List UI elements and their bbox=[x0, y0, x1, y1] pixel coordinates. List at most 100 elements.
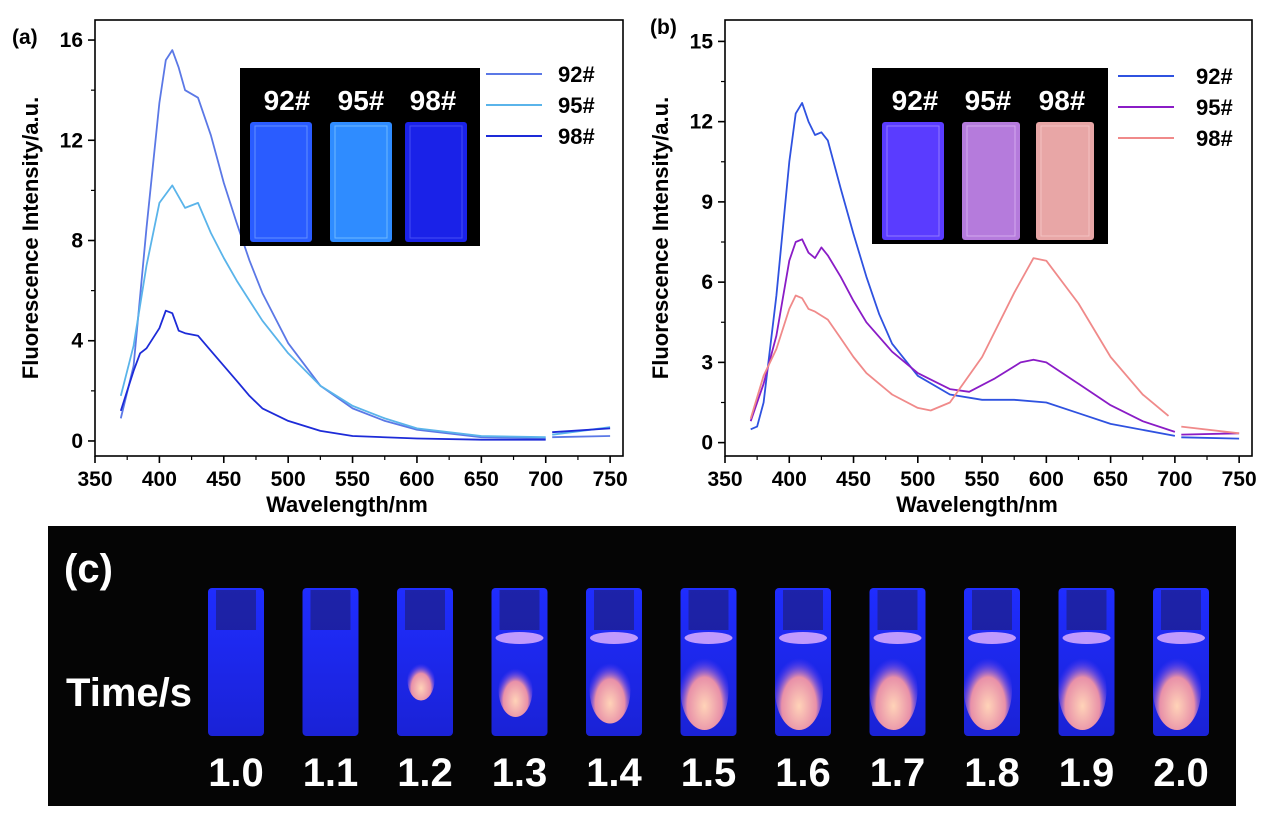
panel-a-y-axis-title: Fluorescence Intensity/a.u. bbox=[18, 97, 43, 379]
vial-neck bbox=[783, 590, 823, 630]
x-tick-label: 750 bbox=[593, 468, 628, 491]
vial-1.7 bbox=[869, 588, 926, 736]
dye-plume bbox=[964, 650, 1012, 730]
legend-a-label-92: 92# bbox=[558, 62, 595, 87]
panel-c-vials bbox=[208, 588, 1209, 736]
panel-b-inset-photo: 92# 95# 98# bbox=[872, 68, 1108, 244]
series-line-95-tail bbox=[1181, 432, 1240, 436]
vial-b-95 bbox=[962, 122, 1020, 240]
y-tick-label: 6 bbox=[701, 271, 713, 294]
inset-b-label-92: 92# bbox=[892, 85, 939, 116]
time-value: 1.4 bbox=[586, 751, 642, 795]
series-line-98 bbox=[749, 257, 1170, 419]
panel-a: (a) 350 400 450 500 550 600 650 700 750 0 4 8 12 16 W… bbox=[12, 19, 628, 517]
time-value: 1.3 bbox=[492, 751, 548, 795]
series-line-98-tail bbox=[552, 427, 611, 434]
vial-1.8 bbox=[964, 588, 1020, 736]
series-line-98-tail bbox=[1181, 425, 1240, 435]
vial-neck bbox=[216, 590, 256, 630]
vial-1.3 bbox=[491, 588, 548, 736]
legend-a-label-98: 98# bbox=[558, 124, 595, 149]
inset-a-label-98: 98# bbox=[410, 85, 457, 116]
dye-plume bbox=[589, 656, 631, 724]
vial-neck bbox=[1161, 590, 1201, 630]
vial-neck bbox=[310, 590, 351, 630]
y-tick-label: 12 bbox=[690, 111, 713, 134]
vial-1.5 bbox=[680, 588, 737, 736]
series-line-92-tail bbox=[552, 435, 611, 439]
vial-neck bbox=[405, 590, 445, 630]
vial-meniscus bbox=[495, 632, 544, 644]
inset-b-label-95: 95# bbox=[965, 85, 1012, 116]
time-axis-label: Time/s bbox=[66, 671, 192, 715]
panel-c-time-values: 1.0 1.1 1.2 1.3 1.4 1.5 1.6 1.7 1.8 1.9 2.0 bbox=[208, 751, 1209, 795]
y-tick-label: 16 bbox=[60, 29, 83, 52]
y-tick-label: 12 bbox=[60, 129, 83, 152]
dye-plume bbox=[680, 650, 729, 730]
y-tick-label: 4 bbox=[71, 330, 83, 353]
x-tick-label: 400 bbox=[142, 468, 177, 491]
series-line-92 bbox=[750, 102, 1176, 437]
vial-meniscus bbox=[1157, 632, 1205, 644]
panel-c: (c) Time/s 1.0 1.1 1.2 1.3 1.4 1.5 1.6 1.7 1.8 1.… bbox=[48, 526, 1236, 806]
panel-b-series bbox=[749, 102, 1240, 440]
panel-a-plot-frame bbox=[94, 19, 624, 457]
dye-plume bbox=[407, 659, 435, 701]
vial-neck bbox=[972, 590, 1012, 630]
panel-b-x-axis-title: Wavelength/nm bbox=[896, 492, 1058, 517]
vial-neck bbox=[499, 590, 540, 630]
x-tick-label: 650 bbox=[1093, 468, 1128, 491]
inset-a-label-95: 95# bbox=[338, 85, 385, 116]
y-tick-label: 0 bbox=[71, 430, 83, 453]
vial-2.0 bbox=[1153, 588, 1209, 736]
vial-1.4 bbox=[586, 588, 642, 736]
x-tick-label: 600 bbox=[1029, 468, 1064, 491]
dye-plume bbox=[869, 650, 918, 730]
panel-a-legend: 92# 95# 98# bbox=[486, 62, 595, 149]
x-tick-label: 350 bbox=[77, 468, 112, 491]
vial-1.2 bbox=[397, 588, 453, 736]
vial-1.9 bbox=[1058, 588, 1115, 736]
x-tick-label: 350 bbox=[707, 468, 742, 491]
x-tick-label: 600 bbox=[399, 468, 434, 491]
panel-b-plot-frame bbox=[724, 19, 1253, 457]
y-tick-label: 3 bbox=[701, 351, 713, 374]
panel-b-y-axis-title: Fluorescence Intensity/a.u. bbox=[648, 97, 673, 379]
time-value: 1.5 bbox=[681, 751, 737, 795]
y-tick-label: 9 bbox=[701, 191, 713, 214]
panel-a-series bbox=[119, 49, 611, 441]
series-line-92 bbox=[119, 49, 546, 440]
panel-a-ticks: 350 400 450 500 550 600 650 700 750 0 4 8 12 16 bbox=[60, 29, 628, 491]
x-tick-label: 650 bbox=[464, 468, 499, 491]
panel-b-label: (b) bbox=[650, 16, 677, 39]
dye-plume bbox=[775, 650, 823, 730]
x-tick-label: 550 bbox=[965, 468, 1000, 491]
y-tick-label: 0 bbox=[701, 432, 713, 455]
legend-b-label-98: 98# bbox=[1196, 126, 1233, 151]
panel-a-inset-photo: 92# 95# 98# bbox=[240, 68, 480, 246]
vial-a-92 bbox=[250, 122, 312, 242]
series-line-98 bbox=[119, 309, 546, 441]
vial-neck bbox=[688, 590, 729, 630]
x-tick-label: 700 bbox=[1157, 468, 1192, 491]
time-value: 2.0 bbox=[1153, 751, 1209, 795]
vial-meniscus bbox=[590, 632, 638, 644]
time-value: 1.6 bbox=[775, 751, 831, 795]
dye-plume bbox=[498, 663, 533, 717]
x-tick-label: 500 bbox=[271, 468, 306, 491]
legend-b-label-95: 95# bbox=[1196, 95, 1233, 120]
vial-meniscus bbox=[873, 632, 922, 644]
time-value: 1.2 bbox=[397, 751, 453, 795]
x-tick-label: 450 bbox=[836, 468, 871, 491]
y-tick-label: 15 bbox=[690, 30, 714, 53]
vial-meniscus bbox=[779, 632, 827, 644]
x-tick-label: 450 bbox=[206, 468, 241, 491]
series-line-95 bbox=[749, 238, 1176, 433]
vial-neck bbox=[877, 590, 918, 630]
x-tick-label: 700 bbox=[528, 468, 563, 491]
time-value: 1.8 bbox=[964, 751, 1020, 795]
dye-plume bbox=[1153, 650, 1201, 730]
vial-meniscus bbox=[968, 632, 1016, 644]
y-tick-label: 8 bbox=[71, 230, 83, 253]
vial-1.6 bbox=[775, 588, 831, 736]
